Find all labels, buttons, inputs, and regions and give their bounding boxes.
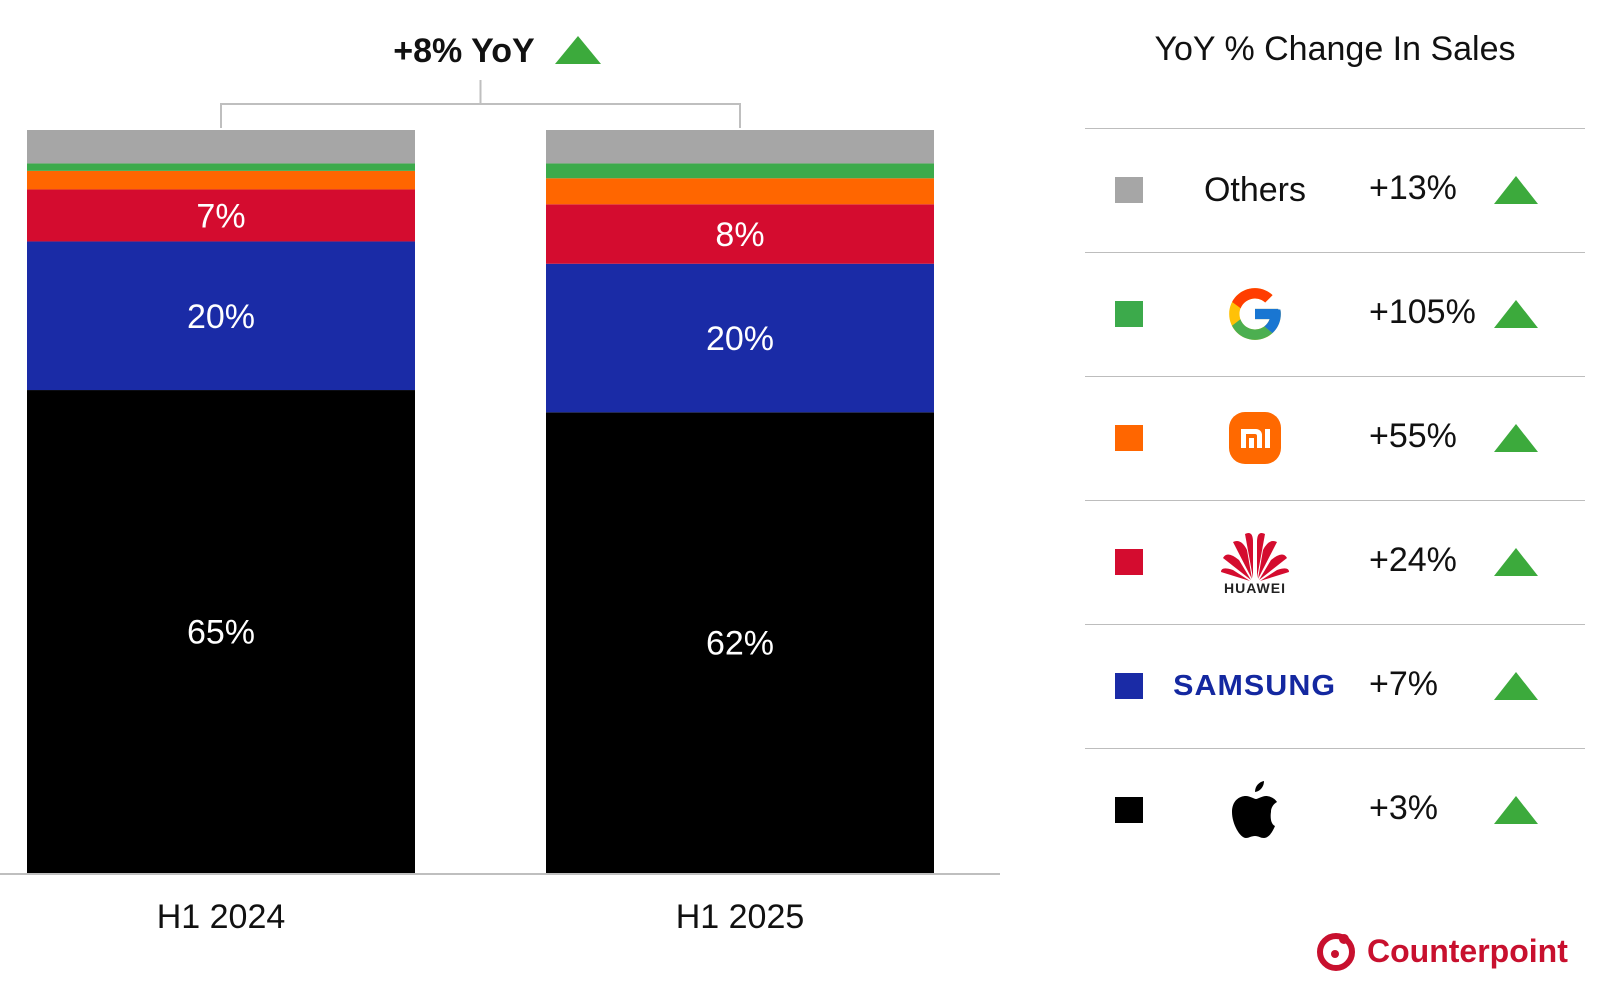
bar-segment-google-1 — [546, 163, 934, 179]
data-label-apple-0: 65% — [187, 614, 255, 652]
up-triangle-icon — [1494, 796, 1538, 824]
bar-segment-others-1 — [546, 130, 934, 164]
bar-segment-apple-1 — [546, 412, 934, 873]
brand-others: Others — [1175, 128, 1335, 252]
row-divider — [1085, 376, 1585, 377]
yoy-bracket — [220, 80, 741, 128]
brand-apple — [1175, 748, 1335, 872]
counterpoint-logo: Counterpoint — [1315, 930, 1568, 972]
bar-segment-huawei-0 — [27, 189, 415, 242]
row-divider — [1085, 252, 1585, 253]
bar-segment-xiaomi-0 — [27, 170, 415, 190]
legend-row-xiaomi: +55% — [1085, 376, 1585, 500]
legend-row-others: Others +13% — [1085, 128, 1585, 252]
counterpoint-mark-icon — [1317, 933, 1355, 971]
up-triangle-icon — [1494, 300, 1538, 328]
category-label-1: H1 2025 — [676, 898, 805, 936]
data-label-samsung-1: 20% — [706, 320, 774, 358]
up-triangle-icon — [1494, 424, 1538, 452]
bar-segment-apple-0 — [27, 390, 415, 873]
bar-segment-xiaomi-1 — [546, 178, 934, 205]
legend-row-samsung: SAMSUNG +7% — [1085, 624, 1585, 748]
data-label-huawei-1: 8% — [715, 216, 764, 254]
apple-logo-icon — [1232, 781, 1277, 838]
xiaomi-logo-icon — [1229, 412, 1281, 464]
yoy-change-value: +7% — [1369, 665, 1438, 703]
brand-samsung: SAMSUNG — [1173, 624, 1337, 748]
brand-xiaomi — [1175, 376, 1335, 500]
row-divider — [1085, 500, 1585, 501]
yoy-change-value: +13% — [1369, 169, 1457, 207]
bar-segment-google-0 — [27, 163, 415, 171]
row-divider — [1085, 748, 1585, 749]
samsung-logo-text: SAMSUNG — [1173, 669, 1337, 702]
panel-title: YoY % Change In Sales — [1154, 30, 1516, 68]
bar-segment-huawei-1 — [546, 204, 934, 264]
category-label-0: H1 2024 — [157, 898, 286, 936]
up-triangle-icon — [1494, 672, 1538, 700]
legend-swatch-samsung — [1115, 673, 1143, 699]
legend-swatch-xiaomi — [1115, 425, 1143, 451]
legend-swatch-huawei — [1115, 549, 1143, 575]
bar-segment-samsung-0 — [27, 241, 415, 391]
yoy-change-value: +3% — [1369, 789, 1438, 827]
up-triangle-icon — [1494, 548, 1538, 576]
data-label-samsung-0: 20% — [187, 298, 255, 336]
google-logo-icon — [1229, 288, 1281, 340]
up-triangle-icon — [1494, 176, 1538, 204]
legend-row-google: +105% — [1085, 252, 1585, 376]
bar-segment-others-0 — [27, 130, 415, 164]
legend-row-apple: +3% — [1085, 748, 1585, 872]
huawei-logo-icon: HUAWEI — [1219, 528, 1291, 596]
brand-huawei: HUAWEI — [1175, 500, 1335, 624]
up-triangle-icon — [555, 36, 601, 64]
yoy-change-value: +105% — [1369, 293, 1476, 331]
row-divider — [1085, 128, 1585, 129]
brand-label: Others — [1203, 170, 1307, 209]
legend-row-huawei: HUAWEI +24% — [1085, 500, 1585, 624]
counterpoint-logo-text: Counterpoint — [1367, 932, 1568, 969]
bar-segment-samsung-1 — [546, 263, 934, 413]
brand-google — [1175, 252, 1335, 376]
data-label-huawei-0: 7% — [196, 197, 245, 235]
yoy-change-value: +24% — [1369, 541, 1457, 579]
legend-swatch-apple — [1115, 797, 1143, 823]
legend-swatch-google — [1115, 301, 1143, 327]
stacked-bar-chart: 65% 20% 7% H1 2024 62% 20% 8% H1 2025 +8% YoY — [0, 32, 1000, 936]
legend-swatch-others — [1115, 177, 1143, 203]
yoy-annotation: +8% YoY — [393, 32, 535, 70]
yoy-change-value: +55% — [1369, 417, 1457, 455]
row-divider — [1085, 624, 1585, 625]
huawei-logo-text: HUAWEI — [1224, 580, 1286, 596]
data-label-apple-1: 62% — [706, 625, 774, 663]
